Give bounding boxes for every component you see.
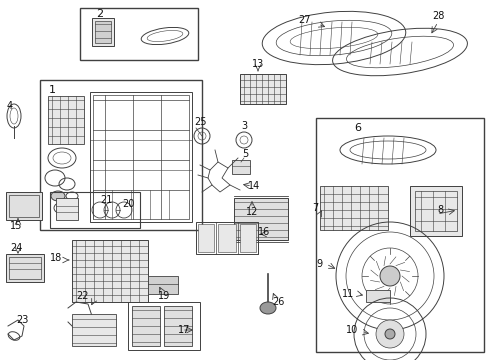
Ellipse shape: [380, 266, 400, 286]
Text: 10: 10: [346, 325, 358, 335]
Bar: [240, 74, 286, 104]
Ellipse shape: [260, 302, 276, 314]
Text: 9: 9: [316, 259, 322, 269]
Bar: [56, 198, 78, 220]
Text: 17: 17: [178, 325, 190, 335]
Text: 1: 1: [49, 85, 55, 95]
Bar: [9, 195, 39, 217]
Bar: [40, 80, 202, 230]
Text: 12: 12: [246, 207, 258, 217]
Text: 13: 13: [252, 59, 264, 69]
Bar: [90, 92, 192, 222]
Text: 23: 23: [16, 315, 28, 325]
Text: 26: 26: [272, 297, 284, 307]
Ellipse shape: [376, 320, 404, 348]
Bar: [366, 290, 390, 302]
Bar: [196, 222, 258, 254]
Text: 7: 7: [312, 203, 318, 213]
Text: 20: 20: [122, 199, 134, 209]
Bar: [93, 95, 189, 219]
Bar: [218, 224, 236, 252]
Text: 8: 8: [437, 205, 443, 215]
Bar: [92, 18, 114, 46]
Bar: [6, 254, 44, 282]
Bar: [95, 21, 111, 43]
Bar: [50, 192, 140, 228]
Bar: [240, 224, 256, 252]
Bar: [232, 160, 250, 174]
Text: 22: 22: [76, 291, 88, 301]
Text: 18: 18: [50, 253, 62, 263]
Text: 27: 27: [298, 15, 310, 25]
Bar: [198, 224, 214, 252]
Bar: [72, 240, 148, 302]
Bar: [148, 276, 178, 294]
Bar: [410, 186, 462, 236]
Text: 6: 6: [354, 123, 362, 133]
Text: 25: 25: [194, 117, 206, 127]
Text: 11: 11: [342, 289, 354, 299]
Text: 5: 5: [242, 149, 248, 159]
Text: 2: 2: [97, 9, 103, 19]
Bar: [80, 8, 198, 60]
Ellipse shape: [51, 191, 65, 201]
Bar: [9, 257, 41, 279]
Bar: [415, 191, 457, 231]
Text: 16: 16: [258, 227, 270, 237]
Text: 4: 4: [7, 101, 13, 111]
Bar: [320, 186, 388, 230]
Text: 19: 19: [158, 291, 170, 301]
Text: 28: 28: [432, 11, 444, 21]
Ellipse shape: [385, 329, 395, 339]
Bar: [48, 96, 84, 144]
Bar: [316, 118, 484, 352]
Bar: [234, 198, 288, 240]
Text: 21: 21: [100, 195, 112, 205]
Bar: [128, 302, 200, 350]
Bar: [72, 314, 116, 346]
Bar: [132, 306, 160, 346]
Text: 15: 15: [10, 221, 22, 231]
Bar: [164, 306, 192, 346]
Bar: [6, 192, 42, 220]
Text: 3: 3: [241, 121, 247, 131]
Text: 14: 14: [248, 181, 260, 191]
Text: 24: 24: [10, 243, 22, 253]
